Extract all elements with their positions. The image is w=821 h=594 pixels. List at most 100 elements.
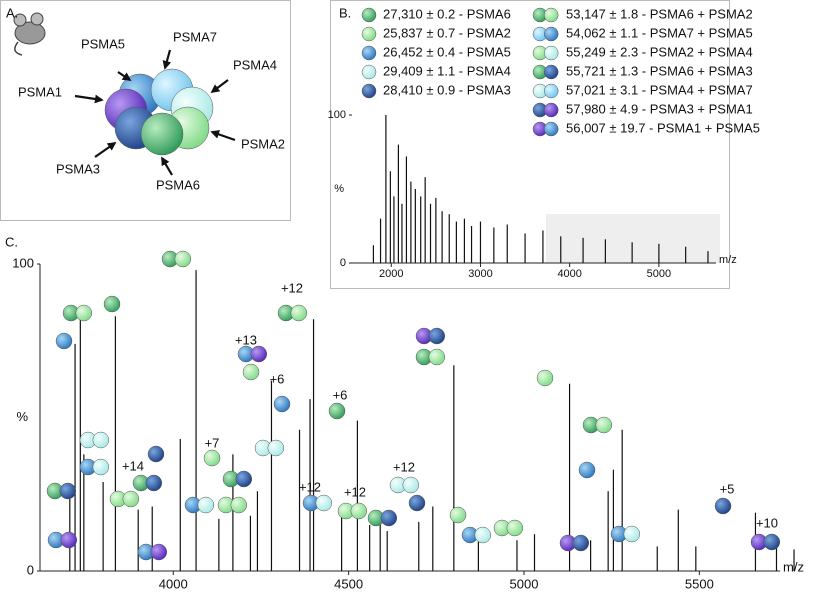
subunit-sphere [147, 445, 165, 463]
subunit-label: PSMA2 [241, 136, 285, 151]
subunit-sphere [543, 83, 559, 99]
x-tick-label: 4000 [557, 268, 581, 280]
charge-label: +6 [270, 371, 285, 386]
subunit-sphere [449, 506, 467, 524]
subunit-sphere [623, 525, 641, 543]
x-tick-label: 5500 [685, 576, 714, 589]
legend-entry: 25,837 ± 0.7 - PSMA2 [383, 25, 511, 40]
arrow [210, 79, 229, 94]
legend-entry: 26,452 ± 0.4 - PSMA5 [383, 44, 511, 59]
subunit-sphere [242, 363, 260, 381]
subunit-sphere [92, 458, 110, 476]
subunit-sphere [474, 526, 492, 544]
subunit-sphere [267, 439, 285, 457]
subunit-sphere [572, 534, 590, 552]
y-tick-label: 100 [328, 109, 346, 121]
y-tick-label: 100 [12, 255, 34, 270]
subunit-sphere [328, 402, 346, 420]
arrow [210, 130, 236, 142]
subunit-sphere [595, 416, 613, 434]
subunit-sphere [273, 395, 291, 413]
panel-label: C. [5, 234, 18, 249]
subunit-sphere [92, 431, 110, 449]
subunit-sphere [203, 449, 221, 467]
subunit-sphere [250, 345, 268, 363]
subunit-sphere [122, 490, 140, 508]
legend-entry: 54,062 ± 1.1 - PSMA7 + PSMA5 [566, 25, 753, 40]
subunit-sphere [145, 474, 163, 492]
subunit-sphere [361, 64, 377, 80]
subunit-sphere [174, 250, 192, 268]
subunit-sphere [506, 519, 524, 537]
subunit-sphere [408, 494, 426, 512]
subunit-sphere [543, 64, 559, 80]
subunit-sphere [543, 26, 559, 42]
charge-label: +12 [299, 479, 321, 494]
subunit-sphere [428, 327, 446, 345]
arrow [161, 156, 173, 176]
subunit-sphere [361, 45, 377, 61]
subunit-sphere [60, 531, 78, 549]
subunit-sphere [315, 494, 333, 512]
subunit-sphere [543, 102, 559, 118]
arrow [162, 49, 172, 70]
legend-entry: 57,021 ± 3.1 - PSMA4 + PSMA7 [566, 82, 753, 97]
subunit-sphere [543, 45, 559, 61]
subunit-sphere [536, 369, 554, 387]
subunit-sphere [197, 496, 215, 514]
subunit-sphere [290, 304, 308, 322]
subunit-label: PSMA4 [233, 57, 277, 72]
charge-label: +12 [393, 459, 415, 474]
highlight-region [546, 214, 720, 263]
legend-entry: 29,409 ± 1.1 - PSMA4 [383, 63, 511, 78]
subunit-sphere [763, 533, 781, 551]
legend-entry: 53,147 ± 1.8 - PSMA6 + PSMA2 [566, 6, 753, 21]
subunit-sphere [140, 112, 184, 156]
subunit-sphere [361, 83, 377, 99]
arrow [74, 94, 104, 104]
x-tick-label: 3000 [468, 268, 492, 280]
x-tick-label: 2000 [379, 268, 403, 280]
legend-entry: 28,410 ± 0.9 - PSMA3 [383, 82, 511, 97]
x-tick-label: 4500 [334, 576, 363, 589]
subunit-sphere [150, 543, 168, 561]
subunit-label: PSMA5 [81, 36, 125, 51]
subunit-label: PSMA1 [18, 84, 62, 99]
charge-label: +14 [122, 458, 144, 473]
subunit-sphere [59, 482, 77, 500]
subunit-sphere [350, 502, 368, 520]
subunit-label: PSMA6 [156, 177, 200, 192]
y-axis-label: % [334, 183, 344, 195]
panel-label: B. [339, 5, 351, 20]
x-tick-label: 5000 [510, 576, 539, 589]
charge-label: +12 [281, 280, 303, 295]
charge-label: +5 [720, 481, 735, 496]
subunit-sphere [380, 509, 398, 527]
subunit-sphere [230, 496, 248, 514]
subunit-sphere [543, 121, 559, 137]
subunit-sphere [55, 332, 73, 350]
y-axis-label: % [16, 409, 28, 424]
charge-label: +12 [344, 484, 366, 499]
arrow [94, 141, 117, 158]
x-tick-label: 5000 [647, 268, 671, 280]
charge-label: +10 [756, 515, 778, 530]
arrow [117, 71, 132, 81]
x-axis-label: m/z [719, 254, 737, 266]
subunit-sphere [428, 348, 446, 366]
subunit-sphere [543, 7, 559, 23]
legend-entry: 27,310 ± 0.2 - PSMA6 [383, 6, 511, 21]
y-tick-label: 0 [27, 562, 34, 577]
subunit-label: PSMA7 [173, 29, 217, 44]
y-tick-label: 0 [340, 257, 346, 269]
subunit-sphere [402, 476, 420, 494]
charge-label: +7 [205, 435, 220, 450]
panel-label: A. [6, 5, 18, 20]
x-tick-label: 4000 [159, 576, 188, 589]
subunit-sphere [361, 26, 377, 42]
charge-label: +13 [235, 332, 257, 347]
subunit-sphere [361, 7, 377, 23]
charge-label: +6 [333, 387, 348, 402]
legend-entry: 56,007 ± 19.7 - PSMA1 + PSMA5 [566, 120, 760, 135]
